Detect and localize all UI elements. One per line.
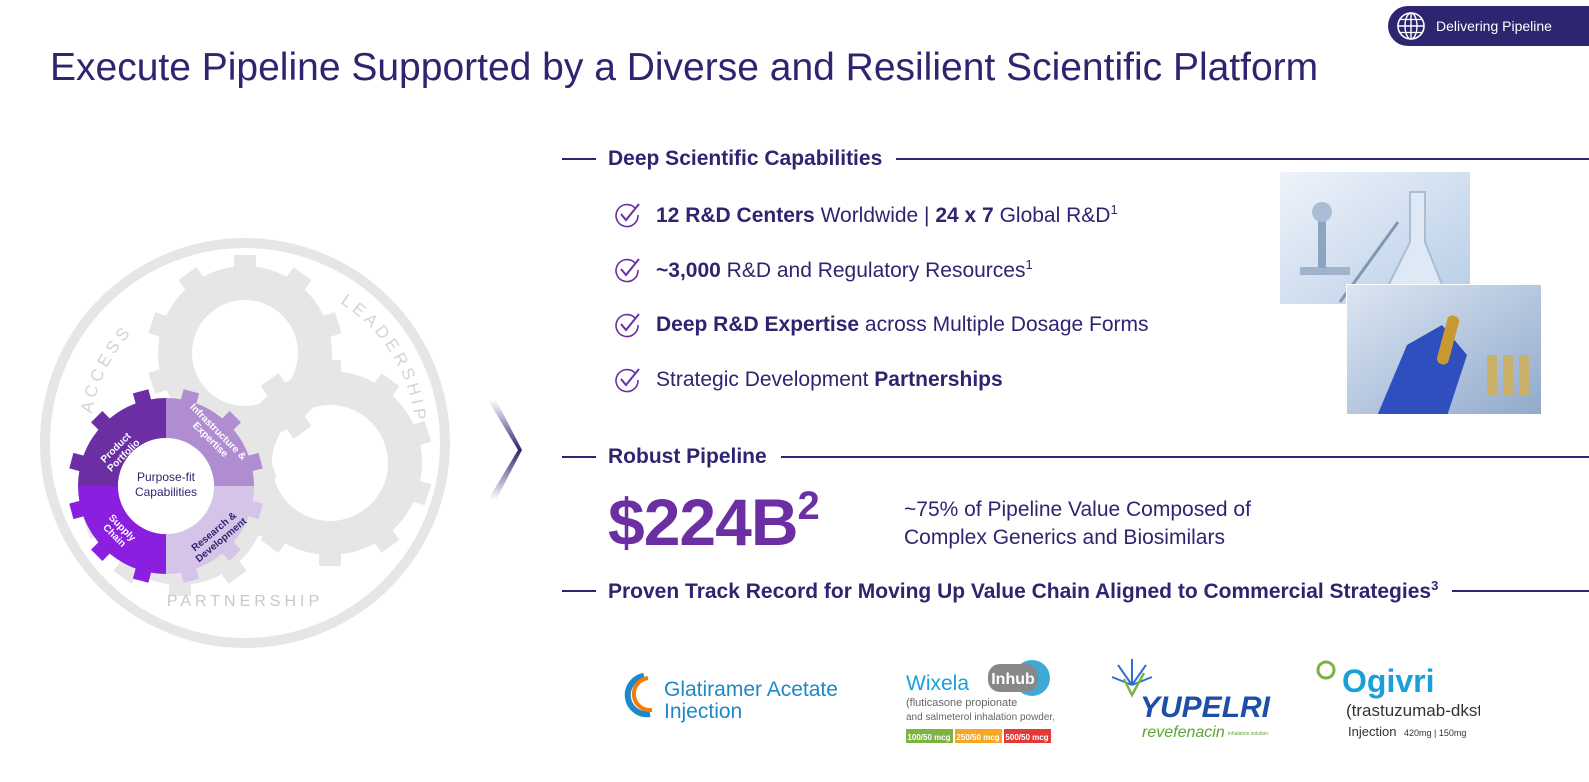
gear-center-line2: Capabilities xyxy=(135,485,197,499)
capability-item: 12 R&D Centers Worldwide | 24 x 7 Global… xyxy=(612,200,1118,230)
gear-segment xyxy=(78,398,166,486)
section-badge: Delivering Pipeline xyxy=(1388,6,1589,46)
svg-text:(fluticasone propionate: (fluticasone propionate xyxy=(906,697,1017,709)
label-partnership: PARTNERSHIP xyxy=(167,593,323,610)
svg-text:inhalation solution: inhalation solution xyxy=(1228,731,1268,737)
ogivri-logo: Ogivri (trastuzumab-dkst) Injection 420m… xyxy=(1312,652,1488,742)
svg-text:Inhub: Inhub xyxy=(991,671,1035,688)
check-circle-icon xyxy=(615,203,640,228)
check-circle-icon xyxy=(615,368,640,393)
chevron-right-icon xyxy=(488,400,522,500)
glatiramer-logo: Glatiramer Acetate Injection xyxy=(622,668,842,724)
gear-diagram: ACCESS LEADERSHIP PARTNERSHIP Purpose-fi… xyxy=(30,228,460,658)
gear-segment xyxy=(166,398,254,486)
capability-item: Deep R&D Expertise across Multiple Dosag… xyxy=(612,310,1149,340)
pipeline-note: ~75% of Pipeline Value Composed of Compl… xyxy=(904,498,1251,549)
section-pipeline-label: Robust Pipeline xyxy=(608,445,767,468)
capability-gear xyxy=(69,389,263,583)
lab-sample-photo xyxy=(1346,284,1542,415)
svg-text:YUPELRI: YUPELRI xyxy=(1140,691,1271,724)
gear-segment xyxy=(166,486,254,574)
check-circle-icon xyxy=(615,313,640,338)
svg-text:Wixela: Wixela xyxy=(906,672,969,695)
svg-text:500/50 mcg: 500/50 mcg xyxy=(1005,733,1048,742)
pipeline-value: $224B2 xyxy=(608,484,820,559)
badge-label: Delivering Pipeline xyxy=(1436,18,1552,34)
yupelri-logo: YUPELRI revefenacin inhalation solution xyxy=(1110,655,1280,741)
svg-text:420mg | 150mg: 420mg | 150mg xyxy=(1404,728,1466,738)
svg-text:revefenacin: revefenacin xyxy=(1142,724,1225,741)
globe-icon xyxy=(1397,12,1425,40)
svg-text:Injection: Injection xyxy=(664,700,742,723)
gear-center-line1: Purpose-fit xyxy=(137,470,196,484)
svg-text:100/50 mcg: 100/50 mcg xyxy=(907,733,950,742)
wixela-logo: Wixela Inhub (fluticasone propionate and… xyxy=(904,650,1082,746)
svg-text:(trastuzumab-dkst): (trastuzumab-dkst) xyxy=(1346,701,1480,720)
svg-text:and salmeterol inhalation powd: and salmeterol inhalation powder, USP) xyxy=(906,712,1054,723)
section-capabilities: Deep Scientific Capabilities xyxy=(562,147,1589,171)
svg-text:Ogivri: Ogivri xyxy=(1342,663,1434,699)
page-title: Execute Pipeline Supported by a Diverse … xyxy=(50,46,1319,89)
section-track-record-label: Proven Track Record for Moving Up Value … xyxy=(608,578,1439,603)
section-track-record: Proven Track Record for Moving Up Value … xyxy=(562,578,1589,603)
svg-text:Glatiramer Acetate: Glatiramer Acetate xyxy=(664,678,838,701)
capability-item: Strategic Development Partnerships xyxy=(612,365,1003,395)
label-access: ACCESS xyxy=(77,321,136,415)
outer-ring xyxy=(40,238,450,648)
svg-text:Injection: Injection xyxy=(1348,724,1396,739)
section-capabilities-label: Deep Scientific Capabilities xyxy=(608,147,883,170)
section-pipeline: Robust Pipeline xyxy=(562,445,1589,469)
check-circle-icon xyxy=(615,258,640,283)
gear-segment xyxy=(78,486,166,574)
capability-item: ~3,000 R&D and Regulatory Resources1 xyxy=(612,255,1033,285)
lab-glassware-photo xyxy=(1280,172,1470,304)
svg-text:250/50 mcg: 250/50 mcg xyxy=(956,733,999,742)
